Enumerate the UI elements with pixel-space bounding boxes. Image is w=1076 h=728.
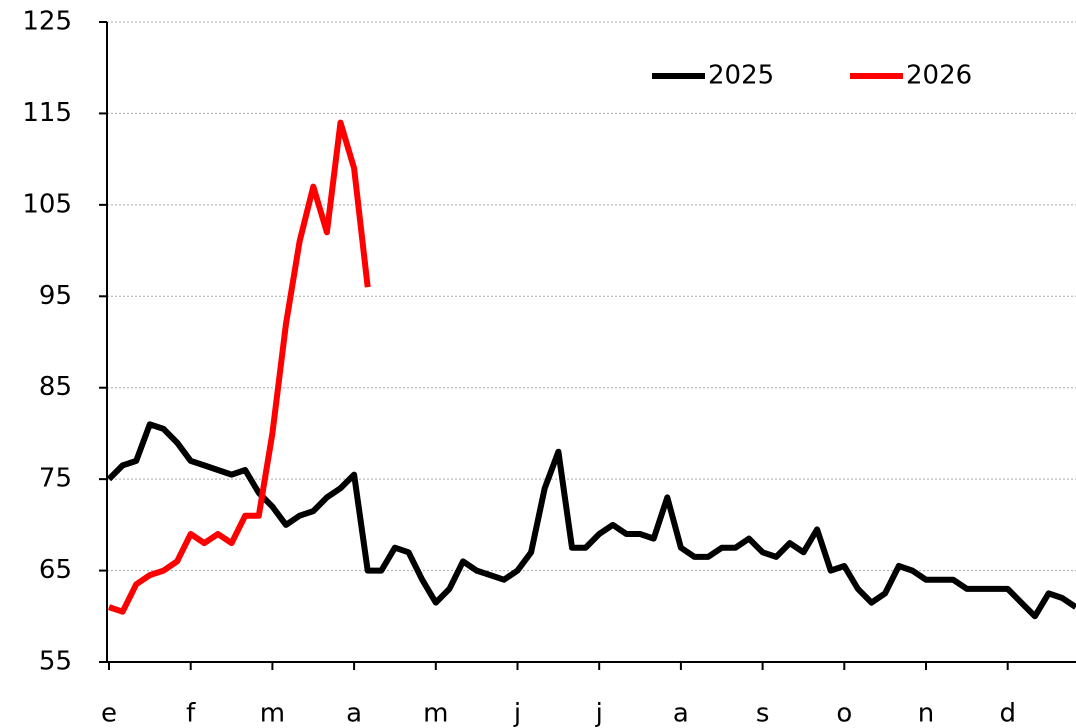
x-tick-label: s <box>756 699 770 728</box>
x-tick-label: f <box>186 699 196 728</box>
x-tick-label: o <box>836 699 852 728</box>
series-line <box>108 119 371 615</box>
y-tick-label: 75 <box>39 464 72 494</box>
y-tick-label: 125 <box>22 7 72 37</box>
x-tick-label: m <box>260 699 285 728</box>
y-tick-label: 55 <box>39 647 72 677</box>
series-line <box>106 421 1076 620</box>
y-tick-label: 85 <box>39 372 72 402</box>
x-tick-label: d <box>999 699 1016 728</box>
y-tick-label: 65 <box>39 555 72 585</box>
y-tick-label: 115 <box>22 98 72 128</box>
legend-label: 2025 <box>708 61 774 91</box>
legend-label: 2026 <box>906 61 972 91</box>
x-tick-label: a <box>673 699 689 728</box>
x-tick-label: n <box>918 699 934 728</box>
x-tick-label: e <box>101 699 117 728</box>
x-tick-label: m <box>423 699 448 728</box>
y-tick-label: 95 <box>39 281 72 311</box>
y-tick-label: 105 <box>22 189 72 219</box>
x-tick-label: a <box>346 699 362 728</box>
x-tick-label: j <box>513 699 521 728</box>
x-tick-label: j <box>595 699 603 728</box>
